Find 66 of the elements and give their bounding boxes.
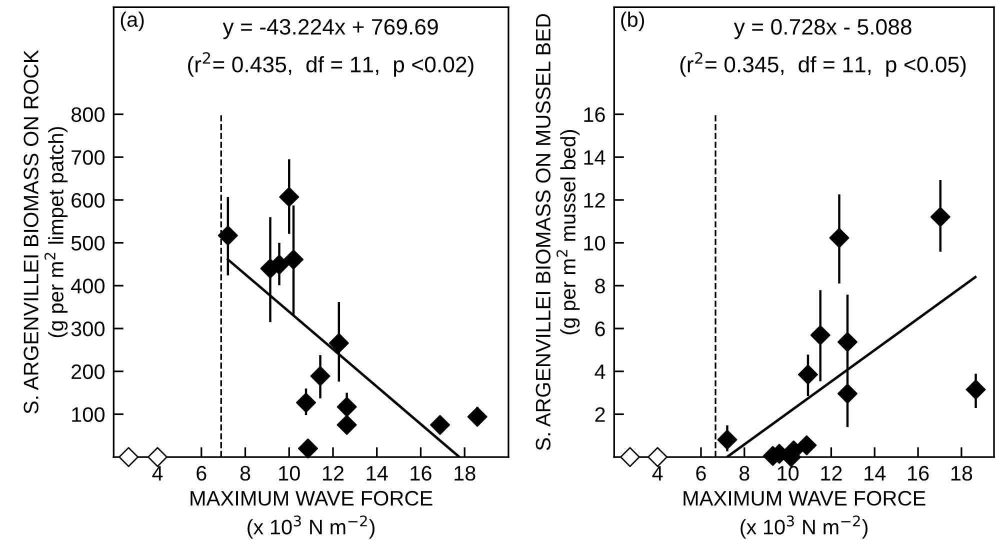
x-axis-title: MAXIMUM WAVE FORCE (x 10$^{3}$ N m$^{−2}$) — [684, 490, 926, 539]
y-tick-label: 14 — [584, 150, 606, 165]
y-tick-label: 700 — [72, 150, 105, 165]
point — [430, 414, 450, 435]
annotation: (b) — [621, 12, 644, 32]
point — [966, 380, 986, 400]
x-tick-label: 18 — [951, 466, 972, 481]
annotation: (r$^{2}$= 0.435, df = 11, p <0.02) — [188, 52, 474, 77]
x-tick-label: 8 — [240, 466, 250, 481]
y-tick-label: 8 — [595, 278, 605, 294]
x-tick-label: 12 — [821, 466, 842, 480]
x-tick-label: 12 — [323, 466, 344, 480]
point — [837, 332, 858, 352]
y-tick-label: 600 — [72, 192, 105, 208]
point — [336, 396, 357, 417]
y-tick-label: 800 — [71, 107, 105, 122]
y-axis-title: S. ARGENVILLEI BIOMASS ON MUSSEL BED (g per m$^{2}$ mussel bed) — [536, 14, 580, 450]
point — [296, 392, 316, 413]
point — [279, 186, 300, 207]
x-axis-title: MAXIMUM WAVE FORCE (x 10$^{3}$ N m$^{−2}$) — [190, 490, 432, 539]
point — [829, 228, 850, 248]
point — [796, 435, 817, 456]
point — [298, 438, 318, 458]
x-tick-label: 4 — [652, 466, 663, 480]
point — [930, 206, 950, 227]
x-tick-label: 10 — [778, 466, 799, 481]
x-tick-label: 18 — [454, 466, 476, 481]
x-tick-label: 14 — [366, 466, 388, 480]
y-tick-label: 100 — [72, 407, 105, 422]
point — [717, 430, 738, 450]
x-tick-label: 6 — [196, 466, 206, 481]
annotation: (r$^{2}$= 0.345, df = 11, p <0.05) — [680, 52, 966, 77]
y-tick-label: 4 — [594, 364, 606, 379]
y-tick-label: 300 — [71, 322, 105, 336]
point — [467, 406, 488, 427]
point — [118, 447, 139, 468]
y-axis-title: S. ARGENVILLEI BIOMASS ON ROCK (g per m$^{2}$ limpet patch) — [24, 50, 68, 414]
y-tick-label: 12 — [584, 192, 605, 208]
point — [810, 325, 830, 346]
y-tick-label: 2 — [595, 407, 605, 422]
x-tick-label: 8 — [740, 466, 750, 481]
x-tick-label: 4 — [152, 466, 163, 480]
point — [218, 226, 238, 246]
y-tick-label: 500 — [71, 236, 105, 251]
x-tick-label: 16 — [908, 466, 929, 481]
x-tick-label: 14 — [864, 466, 886, 480]
point — [284, 250, 304, 270]
x-tick-label: 10 — [279, 466, 300, 481]
point — [148, 447, 168, 468]
point — [648, 447, 668, 468]
y-tick-label: 6 — [595, 322, 605, 336]
point — [336, 414, 357, 435]
annotation: y = -43.224x + 769.69 — [222, 18, 438, 40]
y-tick-label: 10 — [584, 236, 606, 251]
point — [310, 366, 330, 386]
point — [798, 364, 818, 385]
point — [328, 333, 349, 354]
annotation: y = 0.728x - 5.088 — [734, 18, 912, 40]
annotation: (a) — [120, 12, 144, 32]
point — [620, 447, 640, 468]
y-tick-label: 200 — [72, 364, 105, 380]
y-tick-label: 16 — [584, 107, 605, 122]
x-tick-label: 6 — [696, 466, 706, 481]
point — [837, 384, 858, 404]
y-tick-label: 400 — [71, 278, 105, 294]
x-tick-label: 16 — [410, 466, 432, 481]
